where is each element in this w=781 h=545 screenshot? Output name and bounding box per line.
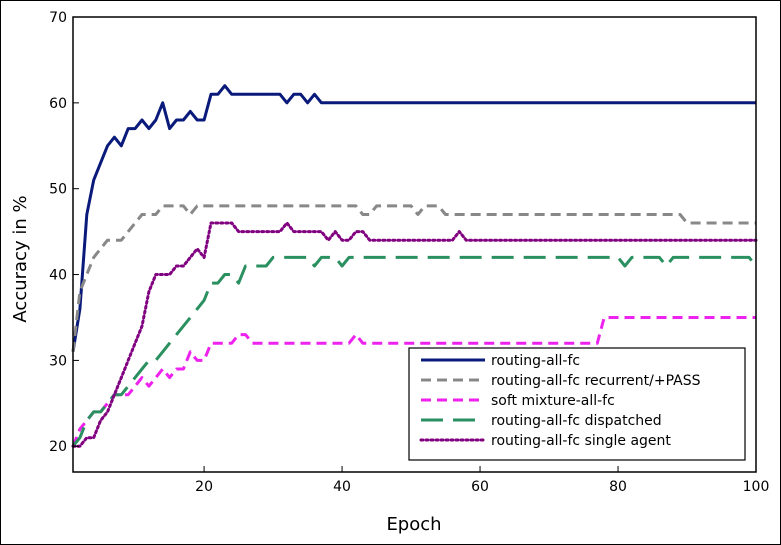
legend-label-routing-all-fc: routing-all-fc [491,353,580,369]
y-axis-title: Accuracy in % [10,195,31,322]
x-tick-label: 40 [333,479,351,495]
series-line-routing-all-fc-recurrent-pass [71,204,756,352]
x-tick-label: 20 [195,479,213,495]
x-tick-label: 60 [471,479,489,495]
x-tick-label: 100 [743,479,770,495]
y-tick-label: 50 [49,182,67,198]
ticks-layer: 20 40 60 80 100 20 30 40 50 60 70 [49,10,769,495]
series-line-routing-all-fc-single-agent [71,221,758,448]
legend-label-routing-all-fc-dispatched: routing-all-fc dispatched [491,413,662,429]
series-line-soft-mixture-all-fc [71,316,756,447]
plot-frame [72,16,757,473]
x-tick-label: 80 [609,479,627,495]
legend-label-soft-mixture-all-fc: soft mixture-all-fc [491,393,615,409]
legend-label-routing-all-fc-single-agent: routing-all-fc single agent [491,433,671,449]
y-tick-label: 40 [49,268,67,284]
legend-label-routing-all-fc-recurrent-pass: routing-all-fc recurrent/+PASS [491,373,701,389]
legend: routing-all-fc routing-all-fc recurrent/+… [408,347,746,461]
y-tick-label: 20 [49,439,67,455]
y-tick-label: 30 [49,353,67,369]
series-line-routing-all-fc [71,84,756,353]
legend-box [408,347,746,461]
y-tick-label: 70 [49,10,67,26]
y-tick-label: 60 [49,96,67,112]
series-layer [71,84,758,448]
x-axis-title: Epoch [386,514,441,535]
series-line-routing-all-fc-dispatched [71,255,758,448]
